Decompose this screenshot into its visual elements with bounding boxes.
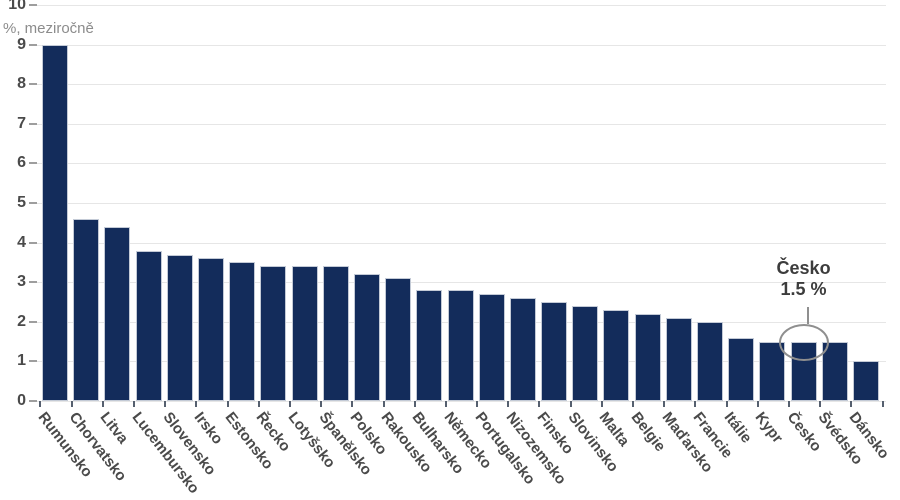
bar-slovinsko	[572, 306, 599, 401]
bar-rakousko	[385, 278, 412, 401]
y-axis-label: 4	[17, 233, 26, 251]
y-axis-label: 5	[17, 194, 26, 211]
x-axis-tick	[600, 401, 603, 407]
y-axis-tick	[29, 400, 37, 402]
y-axis-label: 3	[17, 273, 26, 291]
x-axis-tick	[756, 401, 759, 407]
bar-finsko	[541, 302, 567, 401]
x-axis-tick	[507, 401, 510, 407]
x-axis-tick	[320, 401, 323, 407]
x-axis-tick	[257, 401, 260, 407]
y-axis-label: 9	[17, 35, 26, 53]
bar-itálie	[728, 337, 755, 401]
x-axis-tick	[881, 401, 884, 407]
bar-irsko	[198, 258, 224, 401]
gridline	[29, 242, 886, 244]
x-axis-tick	[819, 401, 822, 407]
y-axis-tick	[29, 241, 37, 244]
y-axis-tick	[29, 43, 37, 46]
y-axis-tick	[29, 360, 37, 363]
x-axis-tick	[476, 401, 479, 407]
gridline	[29, 123, 886, 125]
bar-nizozemsko	[509, 298, 536, 401]
x-axis-tick	[694, 401, 697, 407]
y-axis-tick	[29, 202, 37, 204]
bar-rumunsko	[42, 44, 68, 401]
gridline	[29, 44, 886, 46]
y-axis-tick	[29, 83, 37, 86]
bar-bulharsko	[416, 290, 443, 401]
bar-estonsko	[229, 262, 256, 401]
gridline	[29, 84, 886, 86]
gridline	[29, 203, 886, 204]
x-axis-tick	[351, 401, 354, 407]
y-axis-tick	[29, 320, 37, 323]
bar-litva	[104, 226, 131, 401]
bar-dánsko	[852, 361, 879, 401]
y-axis-label: 1	[17, 352, 26, 370]
y-axis-label: 7	[17, 114, 26, 132]
x-axis-tick	[133, 401, 135, 407]
y-axis-tick	[29, 122, 37, 125]
x-axis-tick	[70, 401, 73, 407]
bar-lotyšsko	[291, 266, 318, 401]
bar-belgie	[634, 313, 661, 401]
x-axis-tick	[195, 401, 198, 407]
gridline	[29, 163, 886, 165]
y-axis-label: 8	[17, 75, 26, 93]
annotation-country-label: Česko	[776, 258, 831, 278]
bar-malta	[603, 309, 630, 401]
y-axis-label: 2	[17, 312, 26, 330]
gridline	[29, 401, 886, 402]
x-axis-tick	[538, 401, 541, 407]
x-axis-tick	[288, 401, 291, 407]
bar-portugalsko	[478, 294, 505, 401]
bar-lucembursko	[135, 250, 162, 401]
annotation-ellipse	[778, 324, 829, 361]
bar-kypr	[759, 341, 786, 401]
gridline	[29, 282, 886, 284]
bar-chorvatsko	[73, 218, 100, 401]
bar-švédsko	[821, 341, 848, 401]
y-axis-tick	[29, 4, 37, 6]
y-axis-label: 0	[17, 392, 26, 409]
bar-francie	[697, 321, 723, 401]
gridline	[29, 5, 886, 6]
x-axis-tick	[788, 401, 790, 407]
bar-španělsko	[322, 266, 349, 401]
annotation-value-label: 1.5 %	[780, 279, 827, 299]
x-axis-tick	[632, 401, 634, 407]
x-axis-tick	[569, 401, 572, 407]
y-axis-tick	[29, 162, 37, 165]
x-axis-tick	[663, 401, 666, 407]
x-axis-tick	[39, 401, 42, 407]
x-axis-tick	[382, 401, 385, 407]
x-axis-tick	[413, 401, 416, 407]
annotation-connector-line	[806, 307, 809, 324]
x-axis-label-kypr: Kypr	[751, 409, 787, 447]
bar-slovensko	[166, 254, 193, 401]
y-axis-tick	[29, 281, 37, 284]
annotation-cesko: Česko 1.5 %	[734, 258, 874, 300]
x-axis-tick	[101, 401, 104, 407]
x-axis-tick	[850, 401, 853, 407]
x-axis-tick	[725, 401, 728, 407]
y-axis-unit-label: %, meziročně	[3, 20, 94, 37]
bar-německo	[447, 290, 474, 401]
bar-řecko	[260, 266, 287, 401]
bar-polsko	[353, 274, 380, 401]
y-axis-label: 6	[17, 154, 26, 172]
y-axis-label: 10	[8, 0, 26, 13]
x-axis-tick	[226, 401, 229, 407]
x-axis-tick	[164, 401, 167, 407]
bar-maďarsko	[665, 317, 692, 401]
x-axis-tick	[444, 401, 447, 407]
